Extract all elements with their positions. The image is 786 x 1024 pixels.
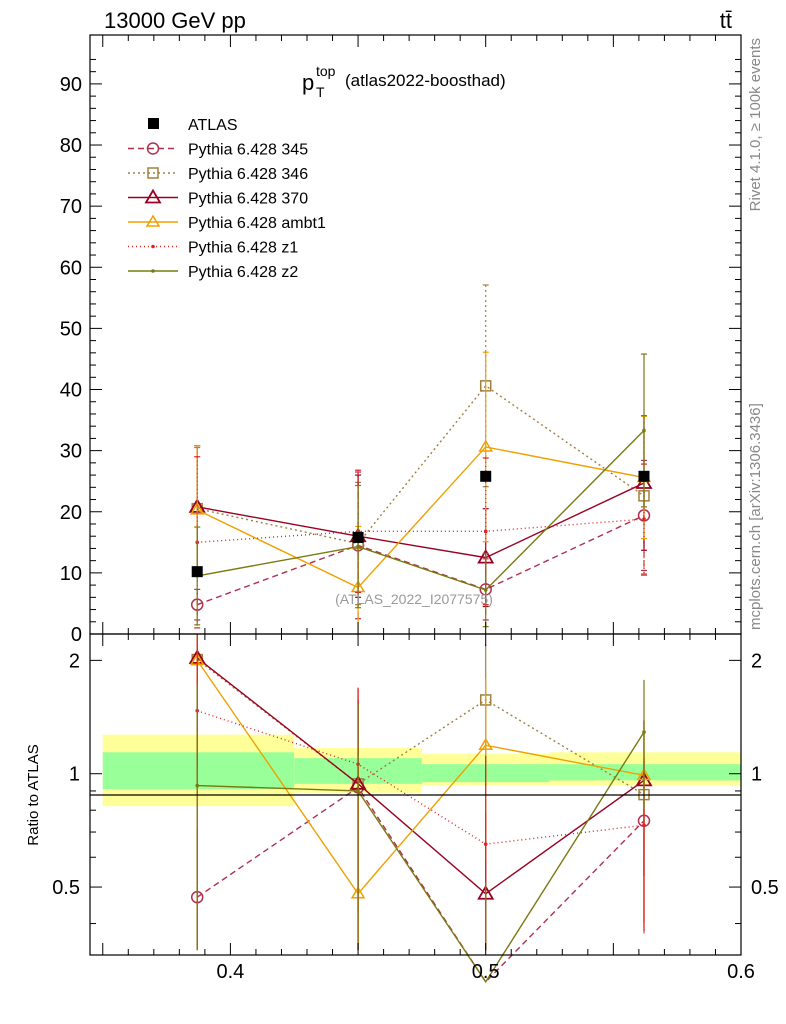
atlas-data-point	[480, 470, 492, 482]
x-tick-label: 0.6	[727, 961, 755, 983]
ratio-series-line	[196, 657, 645, 895]
legend-entry-5: Pythia 6.428 z2	[128, 264, 298, 281]
series-line	[197, 429, 645, 591]
legend-marker	[144, 188, 162, 204]
legend-entry-2: Pythia 6.428 370	[128, 188, 308, 208]
legend-label: Pythia 6.428 345	[188, 142, 308, 159]
y-tick-label: 50	[60, 318, 82, 340]
legend-entry-4: Pythia 6.428 z1	[128, 240, 298, 257]
legend-marker	[145, 214, 161, 227]
legend-label: Pythia 6.428 z1	[188, 240, 298, 257]
title-sup: top	[316, 63, 336, 79]
ratio-series-5	[195, 679, 646, 984]
data-point	[483, 529, 488, 534]
data-point	[642, 517, 646, 521]
data-point	[356, 544, 360, 549]
legend-label: Pythia 6.428 z2	[188, 264, 298, 281]
ratio-plot-panel: 0.5 0.5 1 1 2 2 0.4 0.5 0.6 Ratio to ATLAS	[25, 633, 779, 984]
ratio-tick-label: 1	[69, 764, 80, 786]
title-rest: (atlas2022-boosthad)	[345, 71, 506, 90]
x-tick-label: 0.5	[472, 961, 500, 983]
data-point	[483, 588, 488, 592]
ratio-series-0	[190, 688, 651, 983]
y-tick-label: 0	[71, 624, 82, 646]
data-point	[478, 439, 494, 452]
series-line	[197, 518, 645, 544]
legend-label: ATLAS	[188, 117, 238, 134]
legend-entry-1: Pythia 6.428 346	[128, 166, 308, 183]
ratio-frame	[89, 633, 742, 956]
ratio-series-line	[197, 710, 645, 845]
legend-marker	[147, 167, 159, 179]
ratio-series-line	[196, 659, 645, 895]
ratio-point	[642, 823, 646, 827]
ratio-tick-label-right: 0.5	[751, 877, 779, 899]
legend: ATLAS Pythia 6.428 345 Pythia 6.428 346 Pyt…	[128, 117, 326, 281]
source-label: mcplots.cern.ch [arXiv:1306.3436]	[747, 403, 764, 630]
legend-label: Pythia 6.428 370	[188, 191, 308, 208]
series-line	[197, 384, 645, 545]
atlas-data-point	[352, 531, 364, 543]
legend-entry-3: Pythia 6.428 ambt1	[128, 214, 326, 232]
data-point	[642, 428, 646, 433]
title-main: p	[302, 70, 314, 95]
energy-label: 13000 GeV pp	[104, 8, 246, 33]
y-tick-label: 80	[60, 135, 82, 157]
uncertainty-band-green	[102, 752, 295, 790]
process-label: tt̄	[720, 8, 732, 33]
rivet-label: Rivet 4.1.0, ≥ 100k events	[747, 38, 764, 211]
series-line	[196, 514, 645, 606]
y-tick-label: 70	[60, 196, 82, 218]
legend-marker	[151, 244, 155, 249]
y-tick-label: 40	[60, 380, 82, 402]
data-point	[189, 502, 205, 515]
y-tick-label: 60	[60, 257, 82, 279]
y-tick-label: 90	[60, 74, 82, 96]
series-2	[188, 415, 653, 608]
ratio-y-label: Ratio to ATLAS	[25, 744, 42, 845]
x-tick-label: 0.4	[217, 961, 245, 983]
atlas-data-point	[638, 470, 650, 482]
legend-marker	[151, 269, 155, 273]
plot-title: p top T (atlas2022-boosthad)	[302, 63, 506, 100]
legend-label: Pythia 6.428 346	[188, 166, 308, 183]
y-tick-label: 10	[60, 563, 82, 585]
series-line	[196, 446, 645, 589]
legend-swatch	[148, 118, 159, 129]
main-plot-panel: 0 10 20 30 40 50 60 70 80 90 (ATLAS_2022_I2077575…	[60, 34, 742, 646]
y-tick-label: 30	[60, 441, 82, 463]
y-tick-label: 20	[60, 502, 82, 524]
series-1	[191, 284, 650, 606]
ratio-tick-label: 0.5	[52, 877, 80, 899]
ratio-series-line	[197, 731, 645, 984]
legend-label: Pythia 6.428 ambt1	[188, 215, 326, 232]
atlas-data-point	[191, 566, 203, 578]
ratio-series-line	[196, 786, 645, 983]
legend-entry-atlas: ATLAS	[148, 117, 238, 134]
watermark: (ATLAS_2022_I2077575)	[335, 591, 493, 607]
ratio-point	[356, 789, 360, 793]
ratio-tick-label-right: 1	[751, 764, 762, 786]
ratio-point	[483, 842, 488, 846]
ratio-tick-label: 2	[69, 650, 80, 672]
series-5	[194, 353, 647, 628]
legend-entry-0: Pythia 6.428 345	[128, 142, 308, 159]
series-line	[197, 482, 645, 559]
ratio-point	[195, 783, 200, 788]
title-sub: T	[316, 84, 325, 100]
legend-marker	[146, 142, 160, 155]
ratio-point	[642, 730, 646, 734]
ratio-tick-label-right: 2	[751, 650, 762, 672]
ratio-point	[478, 737, 494, 751]
